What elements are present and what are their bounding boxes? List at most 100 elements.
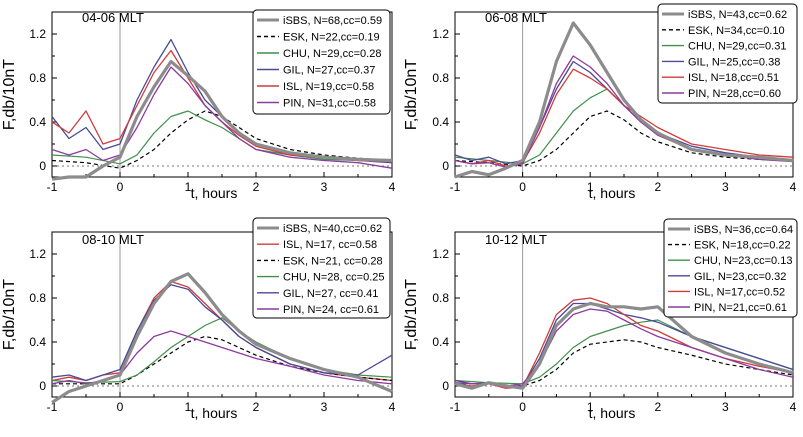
series-line-pin (51, 66, 393, 169)
x-tick-label: 1 (185, 400, 192, 414)
x-tick-label: 3 (321, 180, 328, 194)
x-tick-label: 2 (253, 180, 260, 194)
y-tick-label: 0.8 (29, 291, 46, 305)
y-tick-label: 1.2 (432, 247, 449, 261)
legend-entry: ISL, N=19,cc=0.58 (283, 81, 374, 93)
legend-entry: ESK, N=34,cc=0.10 (688, 25, 785, 37)
series-line-isbs (454, 301, 794, 390)
legend-entry: iSBS, N=68,cc=0.59 (283, 15, 382, 27)
y-tick-label: 1.2 (432, 27, 449, 41)
legend-box (657, 3, 798, 104)
y-tick-label: 0.4 (432, 115, 449, 129)
legend-entry: ISL, N=17,cc=0.52 (694, 286, 785, 298)
y-tick-label: 0.4 (29, 335, 46, 349)
series-line-pin (454, 308, 794, 387)
x-tick-label: 2 (253, 400, 260, 414)
series-line-isbs (51, 59, 393, 181)
legend: iSBS, N=68,cc=0.59 ESK, N=22,cc=0.19 CHU, … (252, 9, 391, 115)
legend-entry: ESK, N=22,cc=0.19 (283, 32, 380, 44)
series-line-chu (454, 319, 794, 385)
x-tick-label: 3 (722, 400, 729, 414)
legend-entry: iSBS, N=36,cc=0.64 (694, 224, 793, 236)
x-tick-label: 1 (185, 180, 192, 194)
x-axis-label: t, hours (589, 185, 636, 201)
x-tick-label: 0 (519, 180, 526, 194)
y-tick-label: 0.8 (432, 71, 449, 85)
legend: iSBS, N=43,cc=0.62 ESK, N=34,cc=0.10 CHU, … (657, 3, 798, 104)
x-tick-label: -1 (47, 400, 58, 414)
x-tick-label: 4 (389, 400, 396, 414)
series-line-gil (51, 284, 393, 382)
x-axis-label: t, hours (191, 185, 238, 201)
y-axis-label: F,db/10nT (1, 279, 18, 350)
legend: iSBS, N=36,cc=0.64 ESK, N=18,cc=0.22 CHU, … (663, 218, 798, 318)
series-line-isbs (454, 21, 794, 179)
x-tick-label: 4 (389, 180, 396, 194)
legend-entry: PIN, N=24, cc=0.61 (283, 304, 379, 316)
legend-entry: ISL, N=17, cc=0.58 (283, 239, 377, 251)
series-line-isbs (51, 272, 393, 404)
series-line-isl (454, 68, 794, 167)
x-tick-label: 3 (321, 400, 328, 414)
legend-entry: CHU, N=29,cc=0.31 (688, 41, 786, 53)
x-axis-label: t, hours (589, 405, 636, 421)
legend-entry: CHU, N=29,cc=0.28 (283, 48, 381, 60)
y-tick-label: 0 (442, 159, 449, 173)
x-tick-label: -1 (450, 180, 461, 194)
y-tick-label: 1.2 (29, 27, 46, 41)
legend-entry: ESK, N=18,cc=0.22 (694, 240, 791, 252)
legend-entry: GIL, N=27, cc=0.41 (283, 288, 378, 300)
legend-entry: iSBS, N=40,cc=0.62 (283, 223, 382, 235)
series-line-esk (52, 335, 393, 385)
x-axis-label: t, hours (191, 405, 238, 421)
panel-title: 04-06 MLT (82, 10, 144, 25)
y-tick-label: 0.8 (432, 291, 449, 305)
x-tick-label: -1 (450, 400, 461, 414)
x-tick-label: -1 (47, 180, 58, 194)
x-tick-label: 1 (587, 180, 594, 194)
legend-entry: CHU, N=23,cc=0.13 (694, 255, 792, 267)
y-tick-label: 0.8 (29, 71, 46, 85)
y-axis-label: F,db/10nT (403, 279, 420, 350)
panel-title: 08-10 MLT (82, 232, 144, 247)
x-tick-label: 0 (117, 180, 124, 194)
series-line-esk (455, 339, 794, 387)
legend-entry: GIL, N=23,cc=0.32 (694, 271, 786, 283)
panel-title: 10-12 MLT (485, 232, 547, 247)
series-line-esk (454, 110, 794, 167)
y-axis-label: F,db/10nT (403, 59, 420, 130)
x-tick-label: 3 (722, 180, 729, 194)
x-tick-label: 2 (654, 400, 661, 414)
y-tick-label: 0.4 (29, 115, 46, 129)
x-tick-label: 2 (654, 180, 661, 194)
series-line-pin (51, 330, 393, 385)
legend-entry: PIN, N=28,cc=0.60 (688, 88, 781, 100)
panel-title: 06-08 MLT (485, 10, 547, 25)
y-tick-label: 0.4 (432, 335, 449, 349)
legend-entry: ISL, N=18,cc=0.51 (688, 72, 779, 84)
y-axis-label: F,db/10nT (1, 59, 18, 130)
legend: iSBS, N=40,cc=0.62 ISL, N=17, cc=0.58 ESK,… (252, 217, 391, 319)
x-tick-label: 1 (587, 400, 594, 414)
legend-box (663, 218, 798, 318)
legend-box (252, 9, 391, 115)
legend-entry: PIN, N=31,cc=0.58 (283, 98, 376, 110)
legend-entry: GIL, N=27,cc=0.37 (283, 65, 375, 77)
legend-entry: GIL, N=25,cc=0.38 (688, 56, 780, 68)
series-line-gil (454, 60, 794, 165)
legend-entry: ESK, N=21, cc=0.28 (283, 255, 383, 267)
legend-entry: iSBS, N=43,cc=0.62 (688, 9, 787, 21)
legend-box (252, 217, 391, 319)
x-tick-label: 0 (519, 400, 526, 414)
legend-entry: CHU, N=28, cc=0.25 (283, 272, 385, 284)
series-line-chu (51, 110, 393, 165)
series-line-esk (51, 110, 393, 169)
legend-entry: PIN, N=21,cc=0.61 (694, 302, 787, 314)
x-tick-label: 4 (790, 180, 797, 194)
y-tick-label: 0 (442, 379, 449, 393)
